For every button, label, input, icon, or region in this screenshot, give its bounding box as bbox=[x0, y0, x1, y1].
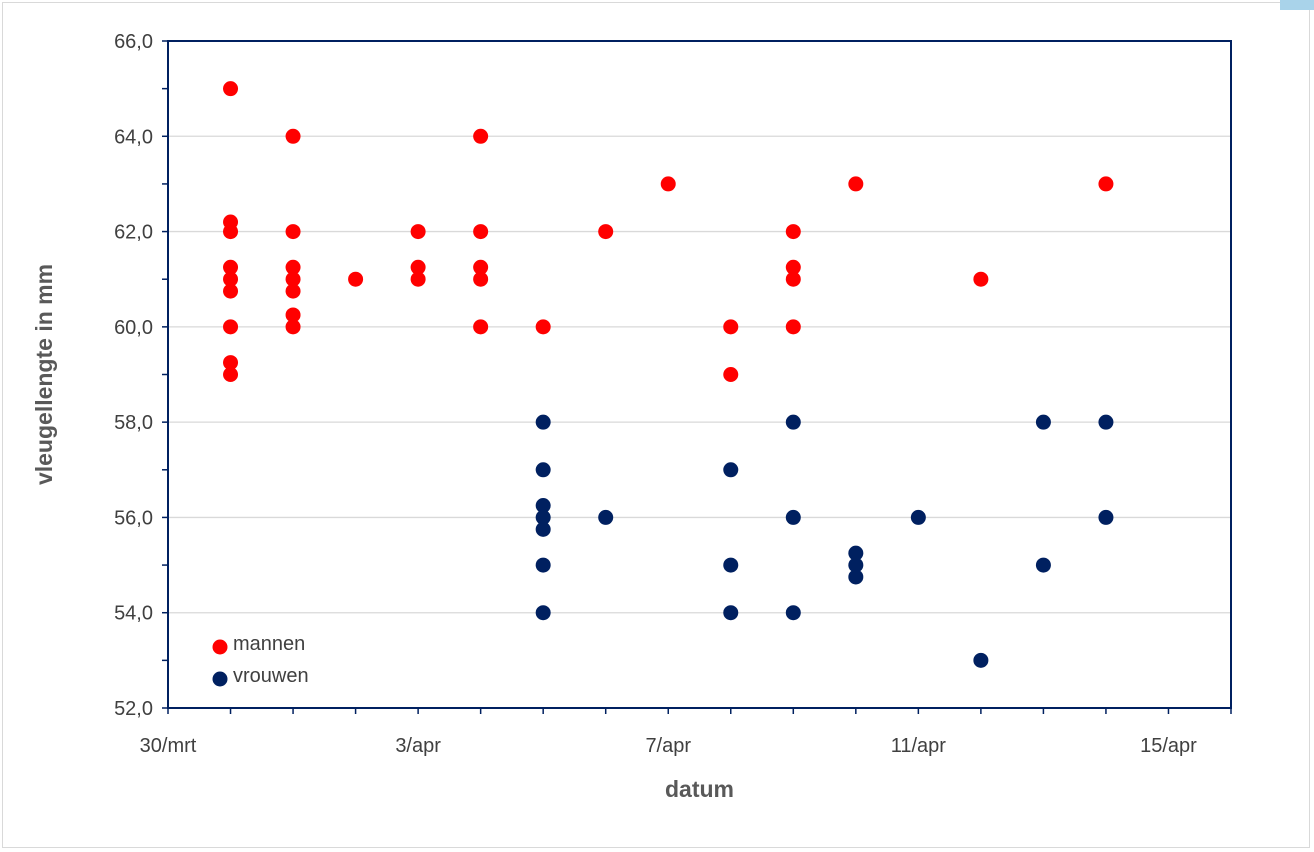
data-point-mannen bbox=[285, 224, 301, 240]
data-point-vrouwen bbox=[973, 652, 989, 668]
data-point-mannen bbox=[285, 259, 301, 275]
data-point-mannen bbox=[973, 271, 989, 287]
data-point-mannen bbox=[473, 259, 489, 275]
data-point-vrouwen bbox=[535, 462, 551, 478]
data-point-vrouwen bbox=[1098, 509, 1114, 525]
data-point-mannen bbox=[223, 355, 239, 371]
corner-tab bbox=[1280, 0, 1314, 10]
data-point-mannen bbox=[348, 271, 364, 287]
data-point-vrouwen bbox=[785, 414, 801, 430]
data-points bbox=[223, 81, 1114, 668]
data-point-mannen bbox=[285, 319, 301, 335]
data-point-mannen bbox=[223, 81, 239, 97]
data-point-mannen bbox=[410, 271, 426, 287]
data-point-mannen bbox=[285, 307, 301, 323]
data-point-vrouwen bbox=[785, 605, 801, 621]
data-point-mannen bbox=[473, 319, 489, 335]
y-tick-label: 54,0 bbox=[114, 603, 153, 625]
data-point-vrouwen bbox=[848, 557, 864, 573]
data-point-mannen bbox=[848, 176, 864, 192]
y-tick-label: 66,0 bbox=[114, 31, 153, 53]
data-point-vrouwen bbox=[535, 557, 551, 573]
data-point-vrouwen bbox=[910, 509, 926, 525]
legend: mannen vrouwen bbox=[212, 633, 309, 687]
tick-labels: 52,0 54,0 56,0 58,0 60,0 62,0 64,0 66,0 30/mrt 3/… bbox=[114, 31, 1197, 757]
data-point-mannen bbox=[723, 367, 739, 382]
data-point-vrouwen bbox=[535, 414, 551, 430]
data-point-mannen bbox=[785, 271, 801, 287]
plot-area-border bbox=[167, 40, 1232, 709]
data-point-mannen bbox=[285, 271, 301, 287]
data-point-mannen bbox=[223, 283, 239, 299]
data-point-vrouwen bbox=[848, 545, 864, 561]
data-point-vrouwen bbox=[535, 498, 551, 514]
legend-label-mannen: mannen bbox=[233, 633, 305, 655]
data-point-vrouwen bbox=[723, 557, 739, 573]
data-point-mannen bbox=[535, 319, 551, 335]
data-point-mannen bbox=[473, 224, 489, 240]
data-point-mannen bbox=[285, 128, 301, 144]
data-point-mannen bbox=[785, 224, 801, 240]
data-point-mannen bbox=[223, 319, 239, 335]
data-point-mannen bbox=[410, 259, 426, 275]
x-tick-label: 3/apr bbox=[395, 735, 441, 757]
data-point-mannen bbox=[223, 224, 239, 240]
y-tick-label: 56,0 bbox=[114, 507, 153, 529]
data-point-mannen bbox=[785, 259, 801, 275]
data-point-vrouwen bbox=[1098, 414, 1114, 430]
data-point-mannen bbox=[1098, 176, 1114, 192]
data-point-mannen bbox=[223, 259, 239, 275]
data-point-mannen bbox=[785, 319, 801, 335]
x-tick-label: 15/apr bbox=[1140, 735, 1197, 757]
data-point-vrouwen bbox=[535, 605, 551, 621]
data-point-vrouwen bbox=[723, 605, 739, 621]
data-point-mannen bbox=[598, 224, 614, 240]
data-point-vrouwen bbox=[598, 509, 614, 525]
data-point-mannen bbox=[223, 367, 239, 382]
data-point-vrouwen bbox=[848, 569, 864, 585]
data-point-mannen bbox=[223, 271, 239, 287]
y-tick-label: 60,0 bbox=[114, 317, 153, 339]
data-point-vrouwen bbox=[785, 509, 801, 525]
legend-marker-mannen bbox=[212, 639, 228, 655]
data-point-mannen bbox=[285, 283, 301, 299]
x-axis-title: datum bbox=[665, 776, 734, 802]
x-tick-label: 11/apr bbox=[891, 735, 947, 757]
gridlines bbox=[168, 135, 1231, 614]
data-point-mannen bbox=[473, 271, 489, 287]
legend-marker-vrouwen bbox=[212, 671, 228, 687]
data-point-vrouwen bbox=[535, 509, 551, 525]
y-tick-label: 64,0 bbox=[114, 126, 153, 148]
data-point-vrouwen bbox=[1035, 414, 1051, 430]
data-point-mannen bbox=[660, 176, 676, 192]
data-point-mannen bbox=[410, 224, 426, 240]
x-tick-label: 7/apr bbox=[645, 735, 691, 757]
y-tick-label: 58,0 bbox=[114, 412, 153, 434]
y-tick-label: 52,0 bbox=[114, 698, 153, 720]
data-point-mannen bbox=[473, 128, 489, 144]
x-tick-label: 30/mrt bbox=[140, 735, 197, 757]
y-tick-label: 62,0 bbox=[114, 222, 153, 244]
data-point-vrouwen bbox=[535, 521, 551, 537]
data-point-mannen bbox=[723, 319, 739, 335]
y-axis-title: vleugellengte in mm bbox=[31, 264, 57, 485]
legend-label-vrouwen: vrouwen bbox=[233, 665, 309, 687]
data-point-vrouwen bbox=[723, 462, 739, 478]
data-point-vrouwen bbox=[1035, 557, 1051, 573]
